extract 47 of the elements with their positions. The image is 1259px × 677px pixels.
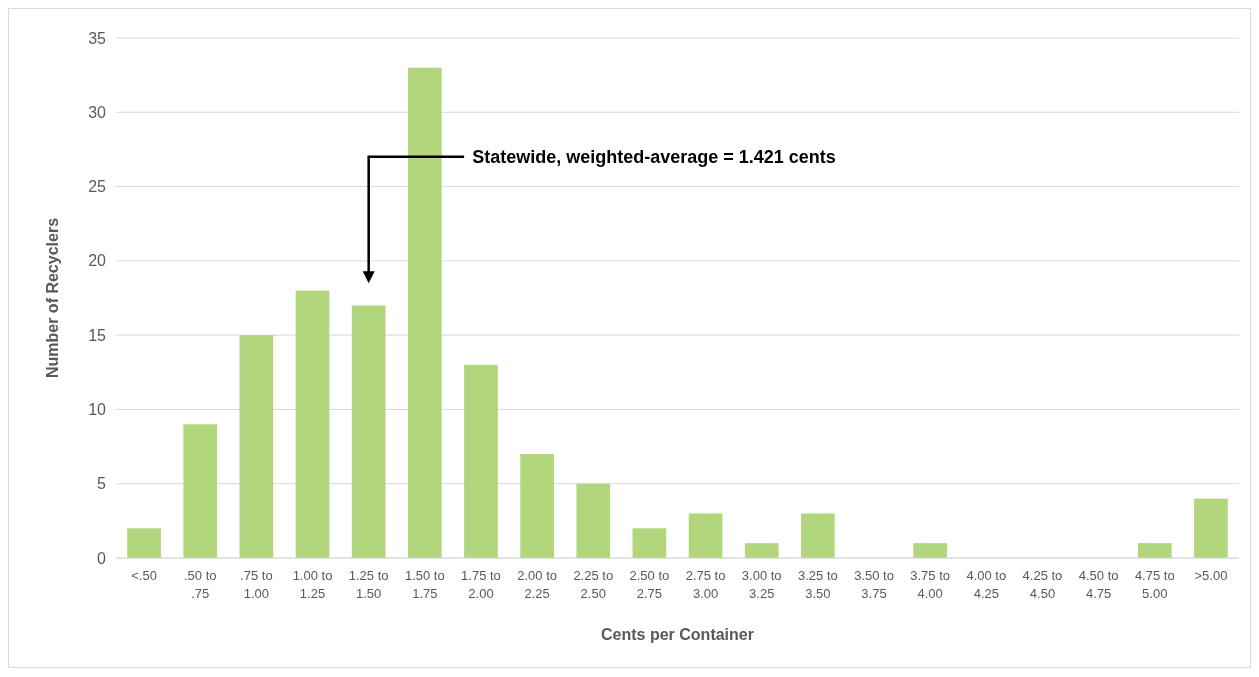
x-tick-label: 1.25 to 1.50 [348, 568, 389, 601]
bar [183, 424, 218, 558]
bar [239, 335, 274, 558]
annotation: Statewide, weighted-average = 1.421 cents [472, 146, 836, 167]
x-tick-label: 2.00 to 2.25 [517, 568, 558, 601]
x-tick-label: 1.50 to 1.75 [404, 568, 445, 601]
x-tick-label: 4.50 to 4.75 [1078, 568, 1119, 601]
x-tick-label: 2.50 to 2.75 [629, 568, 670, 601]
x-tick-label: 1.00 to 1.25 [292, 568, 333, 601]
x-tick-label: 3.75 to 4.00 [910, 568, 951, 601]
bar [1137, 543, 1172, 558]
bar [576, 483, 611, 558]
y-tick-label: 30 [88, 103, 107, 121]
bar [464, 364, 498, 558]
x-tick-label: 3.25 to 3.50 [797, 568, 838, 601]
y-tick-label: 5 [97, 475, 107, 493]
x-tick-label: 4.25 to 4.50 [1022, 568, 1063, 601]
y-tick-label: 25 [88, 178, 107, 196]
bar [520, 454, 554, 558]
x-tick-label: 3.50 to 3.75 [854, 568, 894, 601]
x-tick-label: 3.00 to 3.25 [741, 568, 782, 601]
x-tick-label: 2.75 to 3.00 [685, 568, 726, 601]
y-axis-title: Number of Recyclers [44, 217, 61, 379]
x-tick-label: 4.00 to 4.25 [966, 568, 1007, 601]
x-tick-label: 4.75 to 5.00 [1134, 568, 1175, 601]
bar [295, 290, 330, 558]
bar [801, 513, 835, 558]
x-tick-label: 2.25 to 2.50 [573, 568, 614, 601]
x-tick-label: .50 to .75 [183, 568, 217, 601]
bar [127, 528, 161, 558]
x-tick-label: >5.00 [1194, 568, 1228, 583]
x-tick-label: .75 to 1.00 [240, 568, 273, 601]
bar [688, 513, 723, 558]
y-tick-label: 35 [88, 29, 107, 47]
y-tick-label: 15 [88, 326, 107, 344]
bar [913, 543, 948, 558]
y-tick-label: 20 [88, 252, 107, 270]
bar [1194, 498, 1228, 558]
bar [407, 67, 442, 558]
y-tick-label: 0 [97, 549, 107, 567]
y-tick-label: 10 [88, 401, 107, 419]
bar [632, 528, 667, 558]
x-tick-label: 1.75 to 2.00 [461, 568, 501, 601]
bar [744, 543, 779, 558]
bar [351, 305, 386, 558]
x-axis-title: Cents per Container [601, 626, 754, 643]
x-tick-label: <.50 [131, 568, 157, 583]
